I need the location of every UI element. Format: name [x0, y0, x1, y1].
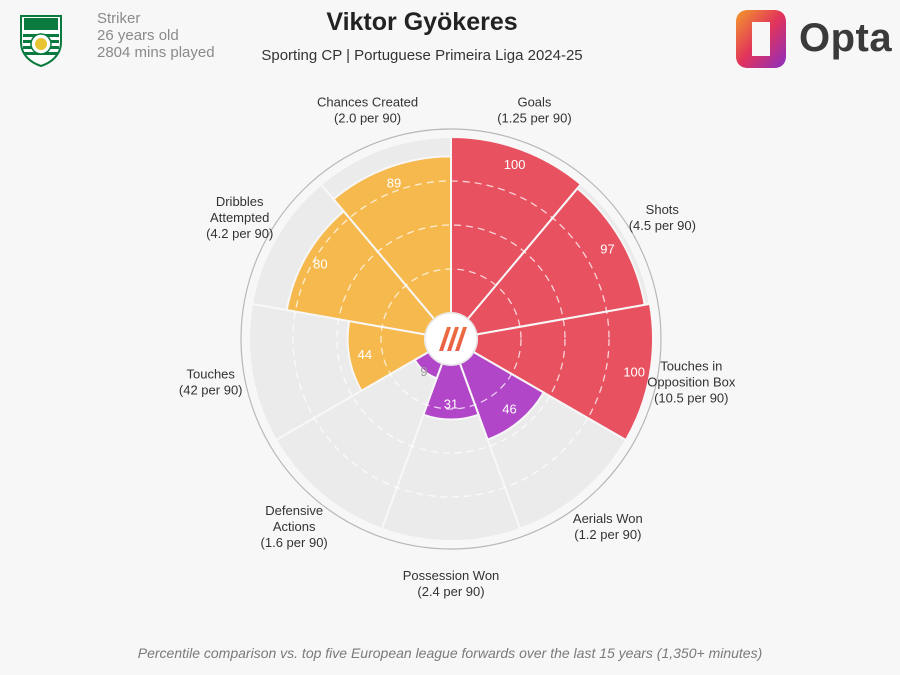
metric-label-line: Defensive: [265, 503, 323, 518]
grid-ring: [336, 224, 566, 454]
center-logo-stroke: [439, 327, 451, 351]
metric-label-line: (1.6 per 90): [261, 535, 328, 550]
metric-label-line: Possession Won: [403, 568, 500, 583]
grid-ring: [292, 180, 610, 498]
player-position: Striker: [97, 10, 141, 27]
metric-label-line: (10.5 per 90): [654, 390, 728, 405]
club-badge-icon: [20, 15, 62, 68]
team-season: Sporting CP | Portuguese Primeira Liga 2…: [261, 47, 583, 64]
center-logo-icon: [424, 312, 478, 366]
radar-grid: [292, 180, 610, 498]
metric-label: Touches in Opposition Box (10.5 per 90): [647, 358, 736, 405]
metric-label-line: (1.2 per 90): [574, 527, 641, 542]
radar-metric-labels: Goals (1.25 per 90) Shots (4.5 per 90) Touch…: [179, 95, 736, 599]
center-logo-stroke: [447, 327, 459, 351]
metric-label-line: (1.25 per 90): [497, 111, 571, 126]
metric-label-line: (4.2 per 90): [206, 226, 273, 241]
metric-label-line: Touches in: [660, 358, 722, 373]
percentile-value-label: 89: [387, 175, 401, 190]
percentile-value-label: 9: [420, 364, 427, 379]
opta-logo-icon: [736, 10, 786, 68]
metric-label: Defensive Actions (1.6 per 90): [261, 503, 328, 550]
metric-label-line: (2.0 per 90): [334, 111, 401, 126]
radar-outer-ring: [240, 128, 662, 550]
radar-value-labels: 100 97 100 46 31 9 44 80 89: [313, 157, 645, 416]
metric-label-line: Touches: [186, 366, 235, 381]
grid-ring: [380, 268, 522, 410]
player-age: 26 years old: [97, 27, 179, 44]
opta-wordmark: Opta: [799, 16, 893, 60]
player-minutes: 2804 mins played: [97, 44, 215, 61]
metric-label-line: (42 per 90): [179, 382, 243, 397]
metric-label-line: Chances Created: [317, 95, 418, 110]
metric-label-line: Attempted: [210, 210, 269, 225]
metric-label: Possession Won (2.4 per 90): [403, 568, 500, 599]
metric-label-line: Opposition Box: [647, 374, 736, 389]
percentile-value-label: 100: [623, 364, 645, 379]
metric-label-line: Dribbles: [216, 194, 264, 209]
metric-label: Goals (1.25 per 90): [497, 95, 571, 126]
percentile-value-label: 44: [358, 347, 372, 362]
metric-label-line: Shots: [646, 202, 680, 217]
metric-label: Touches (42 per 90): [179, 366, 243, 397]
radar-bars: [285, 135, 654, 442]
percentile-value-label: 80: [313, 257, 327, 272]
metric-label: Dribbles Attempted (4.2 per 90): [206, 194, 273, 241]
percentile-value-label: 97: [600, 242, 614, 257]
center-logo-stroke: [455, 327, 467, 351]
percentile-value-label: 100: [504, 157, 526, 172]
footer-note: Percentile comparison vs. top five Europ…: [137, 645, 763, 661]
metric-label-line: Actions: [273, 519, 316, 534]
metric-label-line: Aerials Won: [573, 511, 643, 526]
metric-label-line: (2.4 per 90): [417, 584, 484, 599]
metric-label: Chances Created (2.0 per 90): [317, 95, 418, 126]
player-name: Viktor Gyökeres: [326, 8, 518, 36]
metric-label: Shots (4.5 per 90): [629, 202, 696, 233]
metric-label-line: Goals: [517, 95, 551, 110]
percentile-value-label: 31: [444, 397, 458, 412]
metric-label: Aerials Won (1.2 per 90): [573, 511, 643, 542]
player-meta: Striker 26 years old 2804 mins played: [97, 10, 215, 61]
percentile-value-label: 46: [502, 402, 516, 417]
metric-label-line: (4.5 per 90): [629, 218, 696, 233]
